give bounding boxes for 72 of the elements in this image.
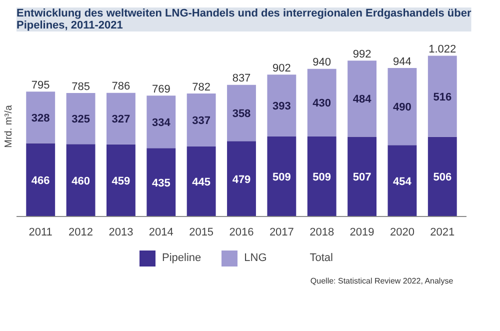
source-note: Quelle: Statistical Review 2022, Analyse [310, 276, 454, 286]
bar [26, 143, 56, 216]
bar [307, 136, 336, 216]
x-tick-label: 2016 [229, 226, 254, 238]
bar [186, 146, 216, 216]
bar [66, 144, 96, 216]
legend-label: LNG [244, 252, 267, 264]
total-label: 786 [112, 80, 130, 93]
bar [227, 141, 256, 216]
x-tick-label: 2018 [310, 226, 334, 238]
data-label: 325 [72, 114, 90, 126]
total-label: 785 [72, 80, 90, 93]
data-label: 509 [312, 171, 332, 184]
bar [106, 92, 136, 144]
data-label: 328 [31, 112, 50, 124]
x-tick-label: 2014 [148, 226, 174, 238]
x-tick-label: 2013 [108, 226, 134, 238]
total-label: 782 [192, 81, 211, 94]
data-label: 509 [272, 171, 291, 184]
x-tick-label: 2020 [390, 226, 414, 238]
total-label: 940 [312, 56, 332, 69]
bar [307, 68, 336, 136]
data-label: 327 [112, 114, 130, 126]
y-axis-title: Mrd. m³/a [4, 104, 14, 148]
bar [428, 136, 457, 216]
data-label: 516 [433, 91, 452, 104]
x-tick-label: 2015 [189, 226, 214, 238]
data-label: 484 [352, 94, 372, 106]
chart-title: Entwicklung des weltweiten LNG-Handels und des interregionalen Erdgashandels über Pipelines, 2011-2021 [16, 8, 472, 32]
total-label: 837 [232, 72, 251, 85]
data-label: 430 [312, 98, 332, 110]
total-label: 795 [31, 79, 50, 92]
bar [267, 136, 296, 216]
data-label: 507 [352, 172, 372, 184]
data-label: 506 [433, 172, 452, 184]
total-label: 944 [393, 56, 412, 68]
bar [428, 56, 457, 137]
data-label: 334 [152, 116, 172, 129]
bar [388, 68, 417, 146]
data-label: 490 [393, 102, 412, 114]
bar [348, 136, 376, 216]
data-label: 466 [31, 174, 50, 187]
data-label: 337 [192, 115, 211, 128]
bar [388, 145, 417, 216]
total-label: 992 [352, 48, 372, 60]
text: Total [310, 252, 334, 264]
bar [227, 84, 256, 142]
bar [26, 92, 56, 144]
legend-label: Pipeline [162, 252, 202, 264]
data-label: 358 [232, 108, 251, 120]
data-label: 460 [72, 175, 90, 188]
total-label: 1.022 [428, 44, 456, 56]
bar [267, 74, 296, 136]
bar [146, 148, 176, 216]
data-label: 454 [393, 176, 412, 188]
data-label: 393 [272, 100, 291, 113]
x-tick-label: 2021 [430, 226, 455, 238]
bar [146, 96, 176, 148]
data-label: 479 [232, 174, 251, 186]
total-label: 769 [152, 83, 170, 96]
x-tick-label: 2011 [28, 226, 52, 238]
bar [66, 93, 96, 144]
x-tick-label: 2017 [269, 226, 294, 238]
data-label: 435 [152, 177, 170, 190]
bar [186, 94, 216, 147]
x-tick-label: 2019 [350, 226, 374, 238]
data-label: 445 [192, 176, 211, 189]
bar [348, 60, 376, 137]
total-label: 902 [272, 62, 291, 74]
bar [106, 144, 136, 216]
x-tick-label: 2012 [68, 226, 94, 238]
data-label: 459 [112, 175, 130, 188]
